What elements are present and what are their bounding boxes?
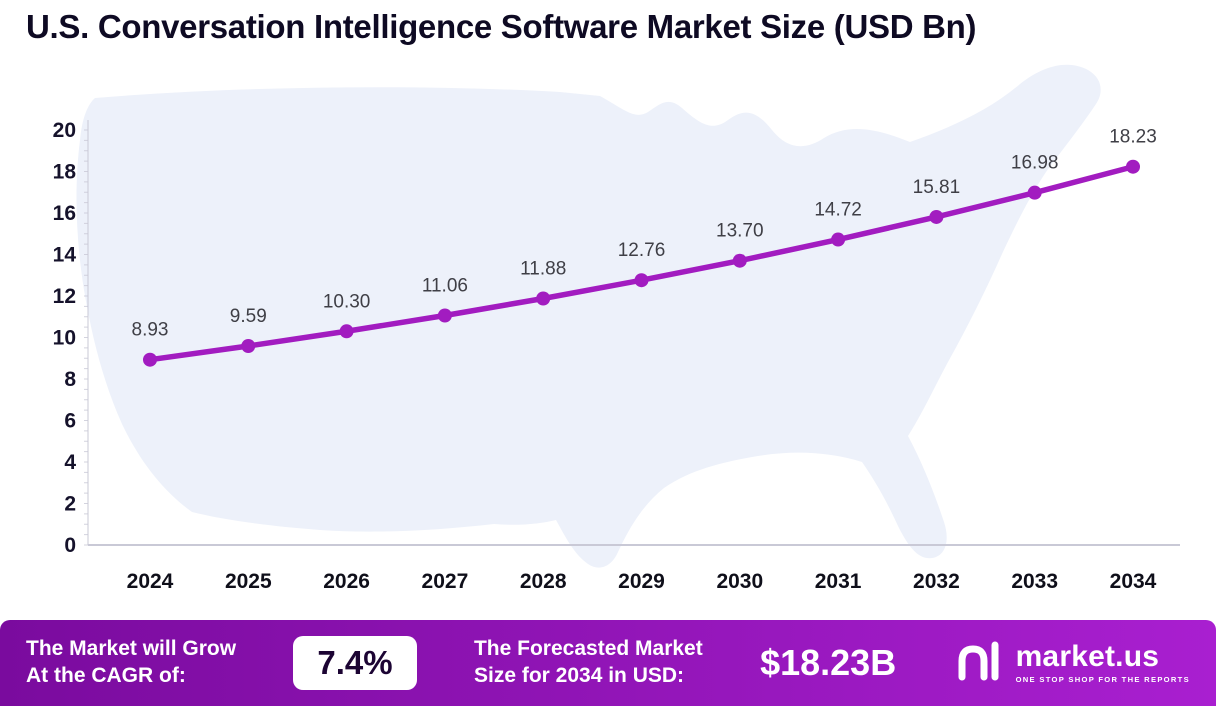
- svg-text:11.88: 11.88: [520, 258, 566, 279]
- brand-name: market.us: [1015, 640, 1160, 674]
- line-chart: 0 2 4 6 8 10 12 14 16 18 20 8.93 9.59 10.30 11.06 11.8…: [53, 64, 1180, 593]
- svg-text:2029: 2029: [618, 570, 665, 593]
- svg-text:8: 8: [64, 368, 76, 391]
- forecast-label-line1: The Forecasted Market: [473, 637, 703, 661]
- svg-text:10.30: 10.30: [323, 291, 371, 312]
- svg-text:16.98: 16.98: [1011, 153, 1059, 174]
- svg-text:2: 2: [64, 493, 76, 516]
- svg-text:9.59: 9.59: [230, 306, 267, 327]
- cagr-label-line1: The Market will Grow: [26, 637, 237, 661]
- svg-text:2024: 2024: [127, 570, 174, 593]
- svg-text:15.81: 15.81: [913, 177, 961, 198]
- chart-title: U.S. Conversation Intelligence Software …: [26, 8, 977, 45]
- svg-text:2034: 2034: [1110, 570, 1157, 593]
- forecast-value: $18.23B: [760, 642, 897, 683]
- svg-text:2028: 2028: [520, 570, 567, 593]
- forecast-label: The Forecasted Market Size for 2034 in U…: [474, 636, 703, 690]
- marketus-logo: market.us ONE STOP SHOP FOR THE REPORTS: [954, 635, 1190, 692]
- us-map-silhouette: [76, 64, 1101, 568]
- chart-axes: 0 2 4 6 8 10 12 14 16 18 20: [53, 119, 1180, 557]
- svg-text:12: 12: [53, 285, 76, 308]
- footer-banner: The Market will Grow At the CAGR of: 7.4…: [0, 620, 1216, 706]
- svg-text:2027: 2027: [422, 570, 469, 593]
- svg-text:2026: 2026: [323, 570, 370, 593]
- cagr-label-line2: At the CAGR of:: [26, 664, 186, 687]
- svg-text:2033: 2033: [1011, 570, 1058, 593]
- svg-text:13.70: 13.70: [716, 221, 764, 242]
- svg-text:2030: 2030: [716, 570, 763, 593]
- svg-text:2032: 2032: [913, 570, 960, 593]
- svg-text:20: 20: [53, 119, 76, 142]
- svg-text:12.76: 12.76: [618, 240, 666, 261]
- svg-text:18: 18: [53, 161, 77, 184]
- svg-text:18.23: 18.23: [1109, 127, 1157, 148]
- svg-text:14.72: 14.72: [814, 200, 862, 221]
- svg-text:4: 4: [64, 451, 76, 474]
- cagr-value-badge: 7.4%: [293, 636, 417, 690]
- svg-text:14: 14: [53, 244, 77, 267]
- svg-text:2025: 2025: [225, 570, 272, 593]
- forecast-label-line2: Size for 2034 in USD:: [473, 664, 685, 687]
- svg-text:8.93: 8.93: [132, 320, 169, 341]
- cagr-label: The Market will Grow At the CAGR of:: [26, 636, 236, 690]
- svg-text:16: 16: [53, 202, 76, 225]
- svg-text:6: 6: [64, 410, 76, 433]
- svg-text:0: 0: [64, 534, 76, 557]
- marketus-logo-icon: [954, 635, 1006, 692]
- svg-text:2031: 2031: [815, 570, 862, 593]
- svg-text:11.06: 11.06: [422, 276, 468, 297]
- chart-labels: 8.93 9.59 10.30 11.06 11.88 12.76 13.70 14.72 15…: [127, 127, 1157, 593]
- brand-tagline: ONE STOP SHOP FOR THE REPORTS: [1015, 675, 1190, 685]
- svg-text:10: 10: [53, 327, 76, 350]
- chart-series: [143, 159, 1140, 367]
